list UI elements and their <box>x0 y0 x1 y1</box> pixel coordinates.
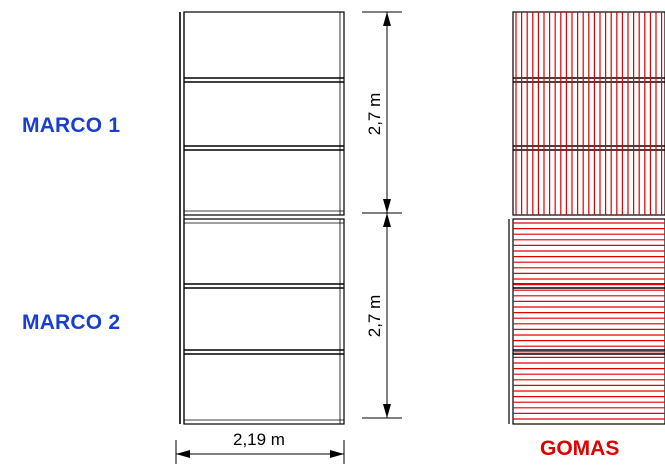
frames-left <box>179 11 345 425</box>
gomas-horizontal-hatching <box>513 222 665 420</box>
height-dimensions <box>362 11 402 419</box>
width-dimension-arrows <box>176 450 344 458</box>
width-dimension <box>175 440 345 464</box>
height-dimension-arrows <box>383 12 391 418</box>
marco2-crossbars <box>184 222 344 421</box>
marco1-label: MARCO 1 <box>22 114 121 137</box>
width-label: 2,19 m <box>233 430 285 449</box>
marco1-frame <box>183 11 345 216</box>
marco1-crossbars <box>184 77 344 212</box>
gomas-label: GOMAS <box>540 437 620 460</box>
marco2-frame <box>183 218 345 425</box>
marco2-label: MARCO 2 <box>22 311 121 334</box>
height-top-label: 2,7 m <box>365 93 384 136</box>
height-bottom-label: 2,7 m <box>365 295 384 338</box>
gomas-vertical-hatching <box>515 12 663 215</box>
